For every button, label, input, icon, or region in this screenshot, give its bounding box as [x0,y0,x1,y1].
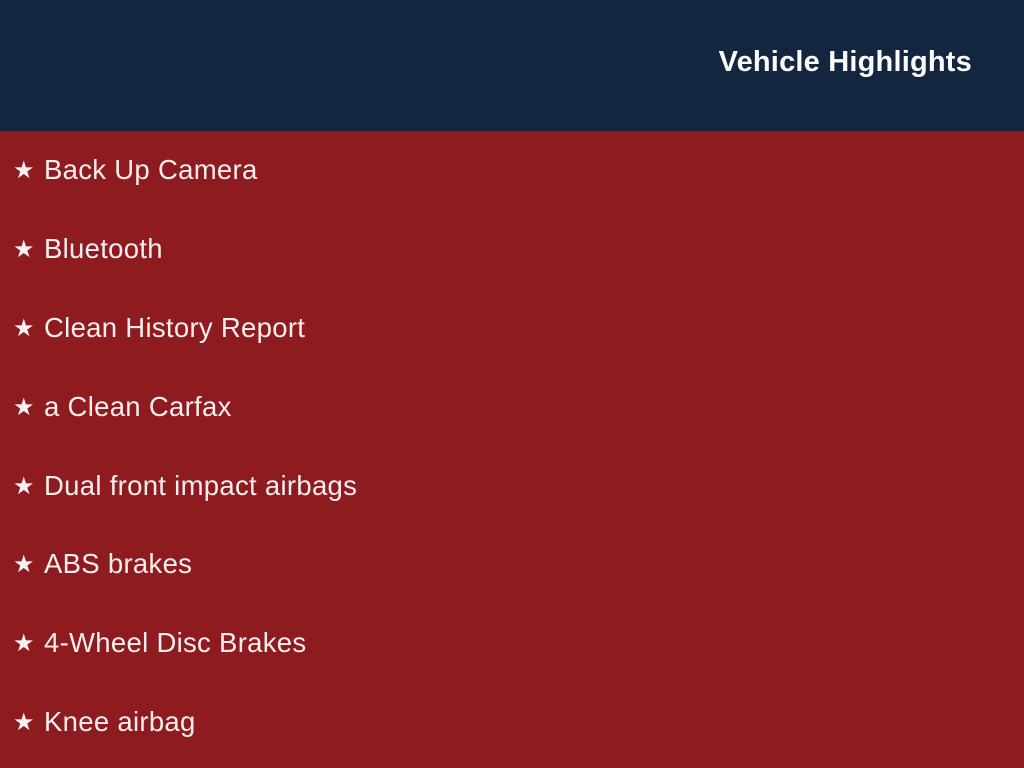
slide-header: Vehicle Highlights [0,0,1024,131]
list-item-label: ABS brakes [44,548,193,580]
list-item: ★ ABS brakes [0,525,1024,604]
page-title: Vehicle Highlights [718,46,972,78]
list-item-label: Bluetooth [44,233,163,265]
list-item-label: Dual front impact airbags [44,469,358,501]
list-item-label: Knee airbag [44,705,196,737]
list-item: ★ Clean History Report [0,289,1024,368]
star-icon: ★ [13,314,35,342]
list-item: ★ Back Up Camera [0,131,1024,210]
list-item: ★ 4-Wheel Disc Brakes [0,604,1024,683]
highlight-list: ★ Back Up Camera ★ Bluetooth ★ Clean History … [0,131,1024,768]
list-item-label: 4-Wheel Disc Brakes [44,627,307,659]
star-icon: ★ [13,157,35,185]
list-item: ★ Knee airbag [0,683,1024,762]
star-icon: ★ [13,708,35,736]
star-icon: ★ [13,551,35,579]
list-item-label: Back Up Camera [44,154,258,186]
list-item-label: a Clean Carfax [44,390,232,422]
list-item: ★ Dual front impact airbags [0,446,1024,525]
star-icon: ★ [13,236,35,264]
list-item: ★ Bluetooth [0,210,1024,289]
star-icon: ★ [13,630,35,658]
list-item: ★ a Clean Carfax [0,367,1024,446]
star-icon: ★ [13,472,35,500]
star-icon: ★ [13,393,35,421]
list-item-label: Clean History Report [44,311,306,343]
slide-body: ★ Back Up Camera ★ Bluetooth ★ Clean History … [0,131,1024,768]
